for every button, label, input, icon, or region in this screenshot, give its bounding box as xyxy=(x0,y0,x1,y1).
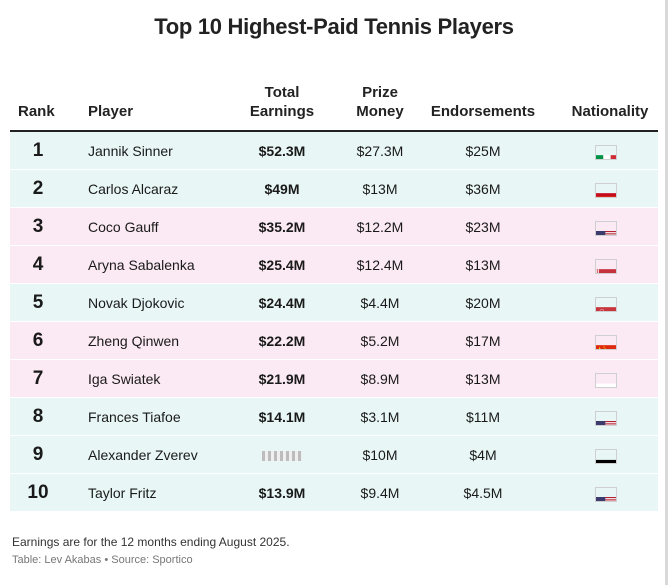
header-prize-line1: Prize xyxy=(362,84,398,101)
header-endorsements: Endorsements xyxy=(430,103,536,120)
player-name-cell: Novak Djokovic xyxy=(88,295,185,311)
player-name-cell: Coco Gauff xyxy=(88,219,159,235)
credit-line: Table: Lev Akabas • Source: Sportico xyxy=(12,554,193,566)
player-name-cell: Alexander Zverev xyxy=(88,447,198,463)
header-rank: Rank xyxy=(18,103,55,120)
endorsements-cell: $36M xyxy=(465,181,501,197)
player-name-cell: Aryna Sabalenka xyxy=(88,257,195,273)
total-earnings-cell: $35.2M xyxy=(258,219,306,235)
total-earnings-cell: $21.9M xyxy=(258,371,306,387)
table-row: 2 Carlos Alcaraz $49M $13M $36M xyxy=(10,170,658,208)
table-row: 4 Aryna Sabalenka $25.4M $12.4M $13M xyxy=(10,246,658,284)
flag-cn-icon xyxy=(595,334,617,350)
table-row: 1 Jannik Sinner $52.3M $27.3M $25M xyxy=(10,132,658,170)
flag-us-icon xyxy=(595,410,617,426)
rank-cell: 8 xyxy=(32,406,44,427)
table-body: 1 Jannik Sinner $52.3M $27.3M $25M 2 Carlos Al… xyxy=(10,132,658,512)
total-earnings-cell: $25.4M xyxy=(258,257,306,273)
nationality-cell xyxy=(570,322,642,360)
endorsements-cell: $25M xyxy=(465,143,501,159)
rank-cell: 4 xyxy=(32,254,44,275)
flag-es-icon xyxy=(595,182,617,198)
table-row: 6 Zheng Qinwen $22.2M $5.2M $17M xyxy=(10,322,658,360)
player-name-cell: Zheng Qinwen xyxy=(88,333,180,349)
prize-money-cell: $3.1M xyxy=(360,409,400,425)
nationality-cell xyxy=(570,246,642,284)
endorsements-cell: $17M xyxy=(465,333,501,349)
player-name-cell: Taylor Fritz xyxy=(88,485,157,501)
rank-cell: 7 xyxy=(32,368,44,389)
table-row: 5 Novak Djokovic $24.4M $4.4M $20M xyxy=(10,284,658,322)
nationality-cell xyxy=(570,474,642,512)
rank-cell: 2 xyxy=(32,178,44,199)
header-nationality: Nationality xyxy=(571,103,649,120)
prize-money-cell: $12.2M xyxy=(356,219,404,235)
nationality-cell xyxy=(570,170,642,208)
player-name-cell: Frances Tiafoe xyxy=(88,409,181,425)
table-row: 7 Iga Swiatek $21.9M $8.9M $13M xyxy=(10,360,658,398)
earnings-table: Rank Player Total Earnings Prize Money E… xyxy=(10,82,658,512)
rank-cell: 1 xyxy=(32,140,44,161)
nationality-cell xyxy=(570,360,642,398)
player-name-cell: Carlos Alcaraz xyxy=(88,181,179,197)
header-player: Player xyxy=(88,103,134,120)
prize-money-cell: $12.4M xyxy=(356,257,404,273)
table-row: 9 Alexander Zverev $10M $4M xyxy=(10,436,658,474)
footnote: Earnings are for the 12 months ending Au… xyxy=(12,535,290,549)
flag-us-icon xyxy=(595,486,617,502)
header-total-line1: Total xyxy=(264,84,300,101)
endorsements-cell: $23M xyxy=(465,219,501,235)
prize-money-cell: $4.4M xyxy=(360,295,400,311)
total-earnings-cell: $14.1M xyxy=(258,409,306,425)
endorsements-cell: $13M xyxy=(465,257,501,273)
total-earnings-cell: $49M xyxy=(264,181,300,197)
flag-pl-icon xyxy=(595,372,617,388)
table-row: 10 Taylor Fritz $13.9M $9.4M $4.5M xyxy=(10,474,658,512)
header-prize-money: Prize Money xyxy=(340,83,420,121)
header-total-line2: Earnings xyxy=(249,103,315,120)
table-header: Rank Player Total Earnings Prize Money E… xyxy=(10,82,658,132)
nationality-cell xyxy=(570,436,642,474)
prize-money-cell: $8.9M xyxy=(360,371,400,387)
flag-rs-icon xyxy=(595,296,617,312)
header-total-earnings: Total Earnings xyxy=(232,83,332,121)
player-name-cell: Jannik Sinner xyxy=(88,143,173,159)
nationality-cell xyxy=(570,208,642,246)
page-edge-divider xyxy=(665,0,668,585)
flag-it-icon xyxy=(595,144,617,160)
total-earnings-cell: $13.9M xyxy=(258,485,306,501)
flag-by-icon xyxy=(595,258,617,274)
prize-money-cell: $10M xyxy=(362,447,398,463)
chart-title: Top 10 Highest-Paid Tennis Players xyxy=(154,14,514,39)
flag-de-icon xyxy=(595,448,617,464)
table-row: 8 Frances Tiafoe $14.1M $3.1M $11M xyxy=(10,398,658,436)
total-earnings-cell: $52.3M xyxy=(258,143,306,159)
nationality-cell xyxy=(570,284,642,322)
endorsements-cell: $4M xyxy=(469,447,497,463)
rank-cell: 9 xyxy=(32,444,44,465)
endorsements-cell: $13M xyxy=(465,371,501,387)
prize-money-cell: $13M xyxy=(362,181,398,197)
table-row: 3 Coco Gauff $35.2M $12.2M $23M xyxy=(10,208,658,246)
flag-us-icon xyxy=(595,220,617,236)
prize-money-cell: $27.3M xyxy=(356,143,404,159)
rank-cell: 3 xyxy=(32,216,44,237)
rank-cell: 5 xyxy=(32,292,44,313)
endorsements-cell: $20M xyxy=(465,295,501,311)
endorsements-cell: $4.5M xyxy=(463,485,503,501)
endorsements-cell: $11M xyxy=(466,409,500,425)
player-name-cell: Iga Swiatek xyxy=(88,371,161,387)
prize-money-cell: $5.2M xyxy=(360,333,400,349)
rank-cell: 6 xyxy=(32,330,44,351)
rank-cell: 10 xyxy=(27,482,49,503)
obscured-value xyxy=(262,451,302,462)
header-prize-line2: Money xyxy=(356,103,404,120)
prize-money-cell: $9.4M xyxy=(360,485,400,501)
total-earnings-cell xyxy=(232,436,332,474)
nationality-cell xyxy=(570,132,642,170)
total-earnings-cell: $24.4M xyxy=(258,295,306,311)
nationality-cell xyxy=(570,398,642,436)
total-earnings-cell: $22.2M xyxy=(258,333,306,349)
